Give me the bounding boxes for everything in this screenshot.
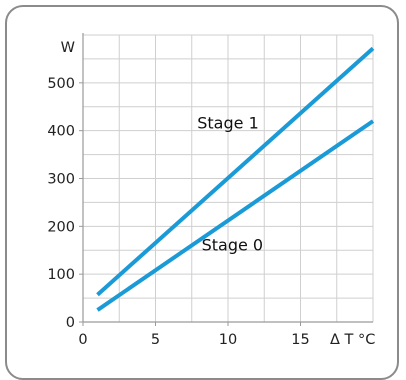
y-axis-unit-label: W [61,40,75,56]
y-tick-label: 500 [47,76,75,92]
tick-labels: 0 100 200 300 400 500 0 5 10 15 [47,76,309,348]
annotation-stage-1: Stage 1 [197,113,259,132]
y-tick-label: 400 [47,124,75,140]
series-line-stage-1 [96,46,375,297]
chart-card [5,5,399,380]
y-tick-label: 0 [66,315,75,331]
annotation-stage-0: Stage 0 [202,235,264,254]
x-tick-label: 10 [219,332,237,348]
x-axis-unit-label: Δ T °C [330,332,375,348]
y-tick-label: 200 [47,219,75,235]
y-tick-label: 300 [47,172,75,188]
x-tick-label: 15 [291,332,309,348]
axes [79,33,373,326]
series-lines [96,46,375,312]
y-tick-label: 100 [47,267,75,283]
x-tick-label: 5 [151,332,160,348]
series-line-stage-0 [96,119,375,312]
x-tick-label: 0 [78,332,87,348]
series-annotations: Stage 1 Stage 0 [197,113,263,254]
